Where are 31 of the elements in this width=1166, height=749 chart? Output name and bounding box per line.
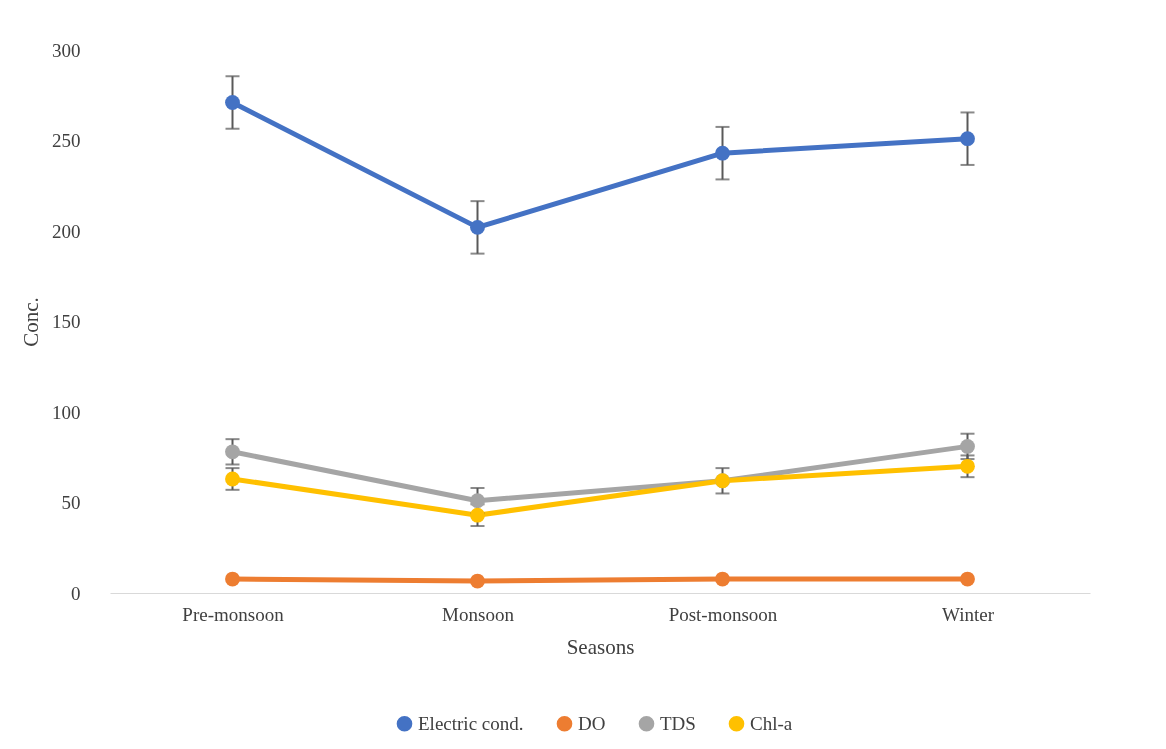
y-tick-label: 50 [61, 492, 81, 513]
legend-label: Electric cond. [418, 712, 524, 734]
point [225, 444, 240, 460]
y-tick-label: 150 [52, 311, 81, 332]
y-tick-label: 200 [52, 220, 81, 242]
y-axis-title: Conc. [19, 297, 43, 347]
y-tick-label: 100 [52, 401, 81, 423]
point [715, 571, 730, 587]
point [960, 571, 975, 587]
x-axis-title: Seasons [566, 634, 635, 659]
legend-label: Chl-a [750, 712, 793, 734]
point [225, 571, 240, 587]
legend-label: TDS [660, 712, 696, 734]
point [470, 219, 485, 235]
x-tick-label: Monsoon [442, 603, 515, 625]
point [960, 131, 975, 147]
point [960, 458, 975, 474]
legend-label: DO [578, 712, 606, 734]
point [470, 493, 485, 509]
x-tick-label: Pre-monsoon [182, 603, 285, 625]
x-tick-label: Post-monsoon [668, 603, 778, 625]
y-tick-label: 0 [71, 582, 81, 604]
point [470, 507, 485, 523]
x-tick-label: Winter [942, 603, 995, 625]
point [225, 95, 240, 110]
y-tick-label: 250 [52, 130, 81, 151]
y-tick-label: 300 [52, 39, 81, 61]
point [960, 438, 975, 454]
point [470, 573, 485, 589]
point [715, 145, 730, 161]
point [225, 471, 240, 487]
